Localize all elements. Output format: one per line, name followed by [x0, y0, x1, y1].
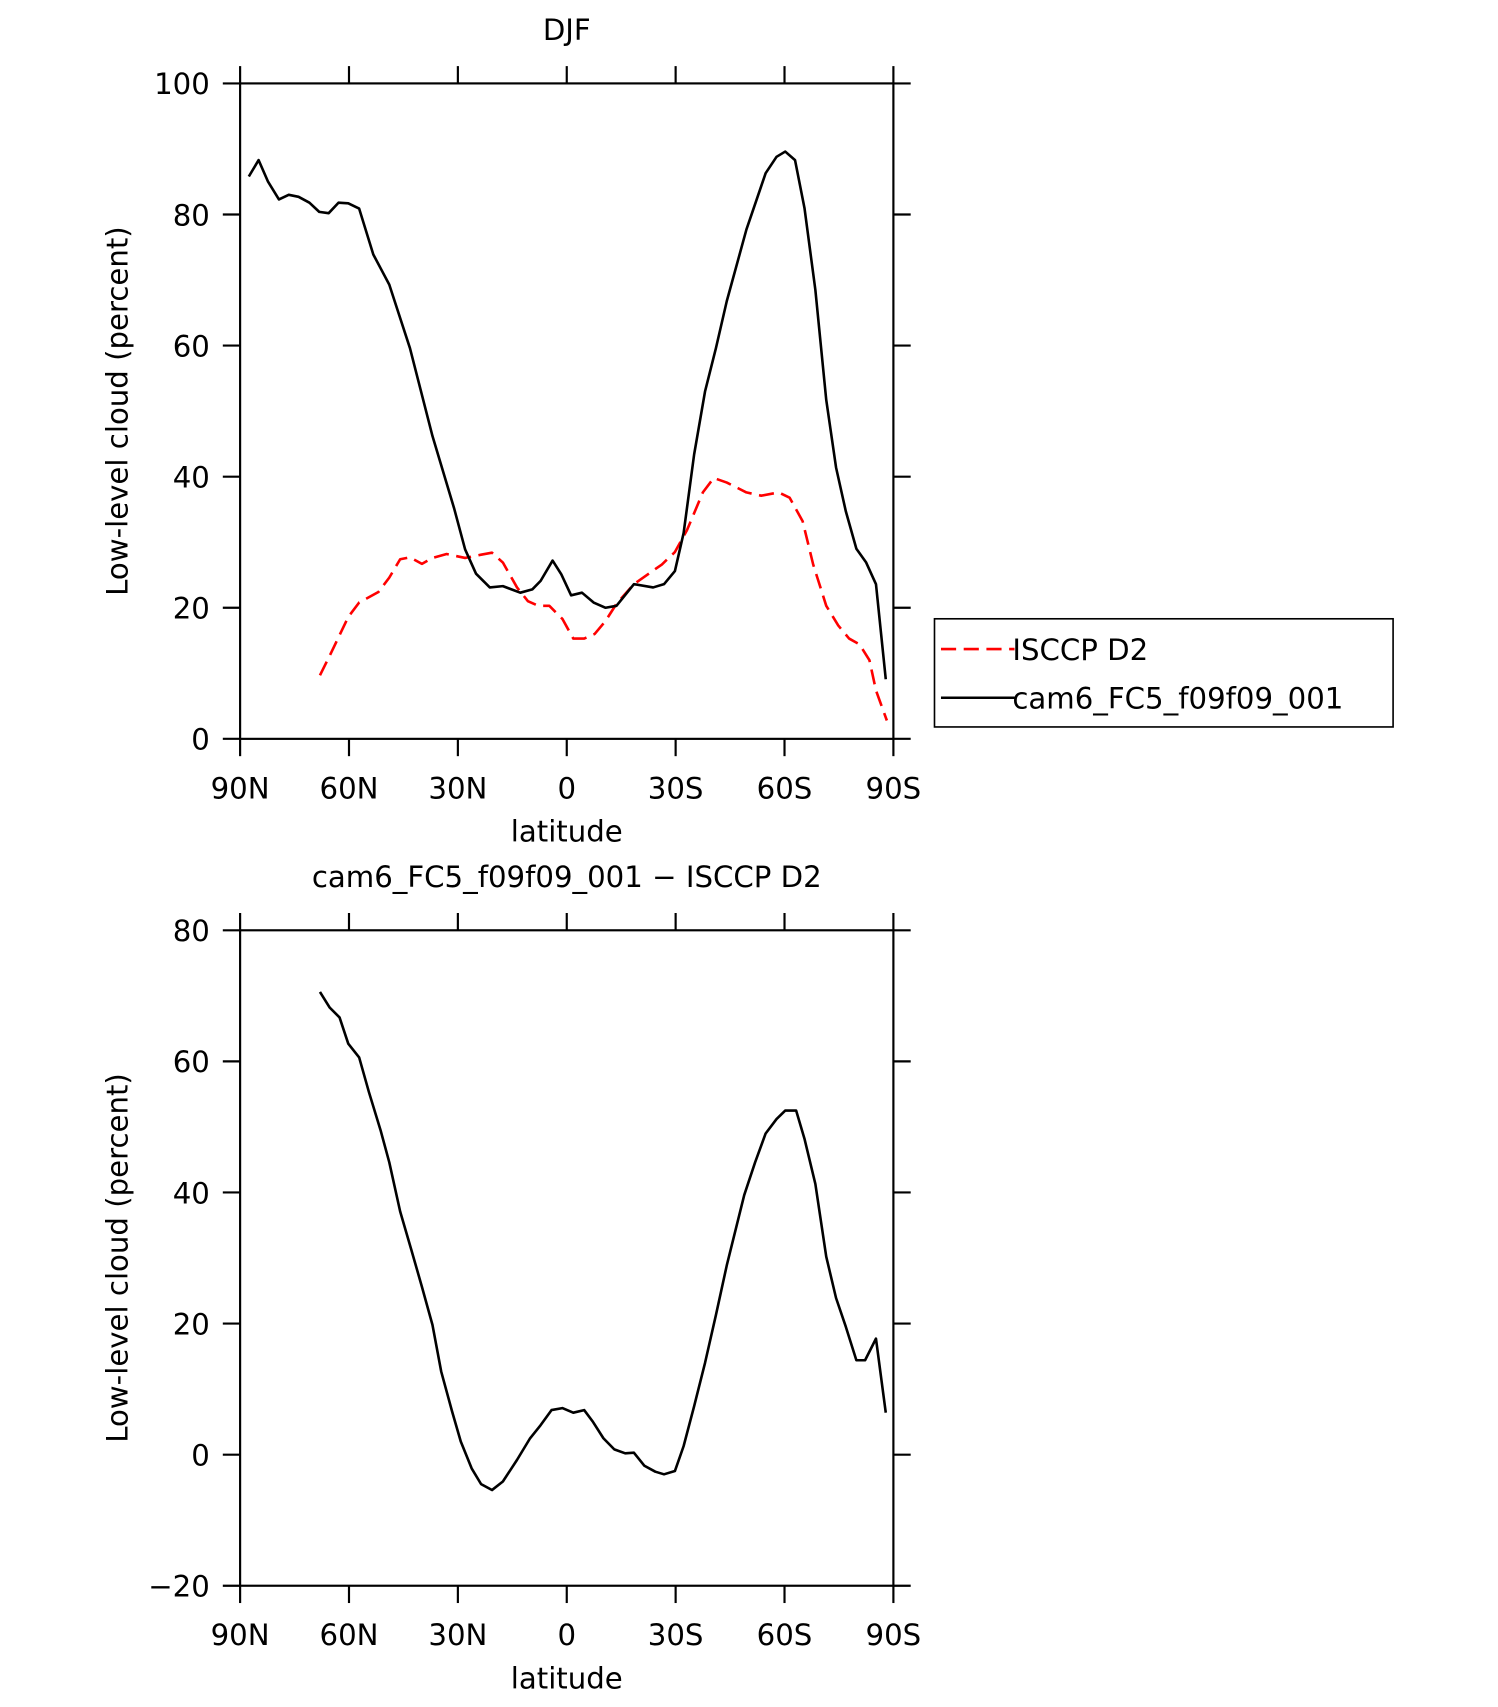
x-tick-label: 0: [557, 1618, 576, 1652]
y-tick-label: 40: [173, 460, 210, 494]
y-tick-label: −20: [148, 1570, 210, 1604]
x-axis-label: latitude: [511, 1661, 623, 1695]
y-tick-label: 0: [191, 1438, 210, 1472]
x-axis-label: latitude: [511, 815, 623, 849]
y-tick-label: 60: [173, 1045, 210, 1079]
x-tick-label: 30S: [648, 1618, 704, 1652]
y-tick-label: 20: [173, 592, 210, 626]
x-tick-label: 30N: [428, 771, 487, 805]
data-line: [318, 991, 888, 1492]
x-tick-label: 90S: [866, 1618, 922, 1652]
plot-frame: [239, 82, 895, 740]
x-tick-label: 90S: [866, 771, 922, 805]
x-tick-label: 90N: [211, 1618, 270, 1652]
x-tick-label: 60S: [757, 771, 813, 805]
legend-label: cam6_FC5_f09f09_001: [1012, 682, 1343, 716]
y-tick-label: 100: [154, 67, 210, 101]
x-tick-label: 60N: [320, 771, 379, 805]
y-axis-label: Low-level cloud (percent): [101, 226, 135, 596]
y-tick-label: 80: [173, 914, 210, 948]
legend-label: ISCCP D2: [1012, 633, 1148, 667]
y-tick-label: 80: [173, 198, 210, 232]
x-tick-label: 60N: [320, 1618, 379, 1652]
chart-title: cam6_FC5_f09f09_001 − ISCCP D2: [312, 860, 822, 894]
y-tick-label: 20: [173, 1307, 210, 1341]
x-tick-label: 60S: [757, 1618, 813, 1652]
chart-title: DJF: [543, 13, 591, 47]
y-tick-label: 40: [173, 1176, 210, 1210]
y-tick-label: 60: [173, 329, 210, 363]
plot-frame: [239, 929, 895, 1587]
data-line: [318, 476, 889, 721]
y-tick-label: 0: [191, 723, 210, 757]
x-tick-label: 0: [557, 771, 576, 805]
x-tick-label: 30N: [428, 1618, 487, 1652]
legend-box: [933, 617, 1394, 728]
x-tick-label: 90N: [211, 771, 270, 805]
x-tick-label: 30S: [648, 771, 704, 805]
y-axis-label: Low-level cloud (percent): [101, 1073, 135, 1443]
data-line: [247, 150, 888, 680]
